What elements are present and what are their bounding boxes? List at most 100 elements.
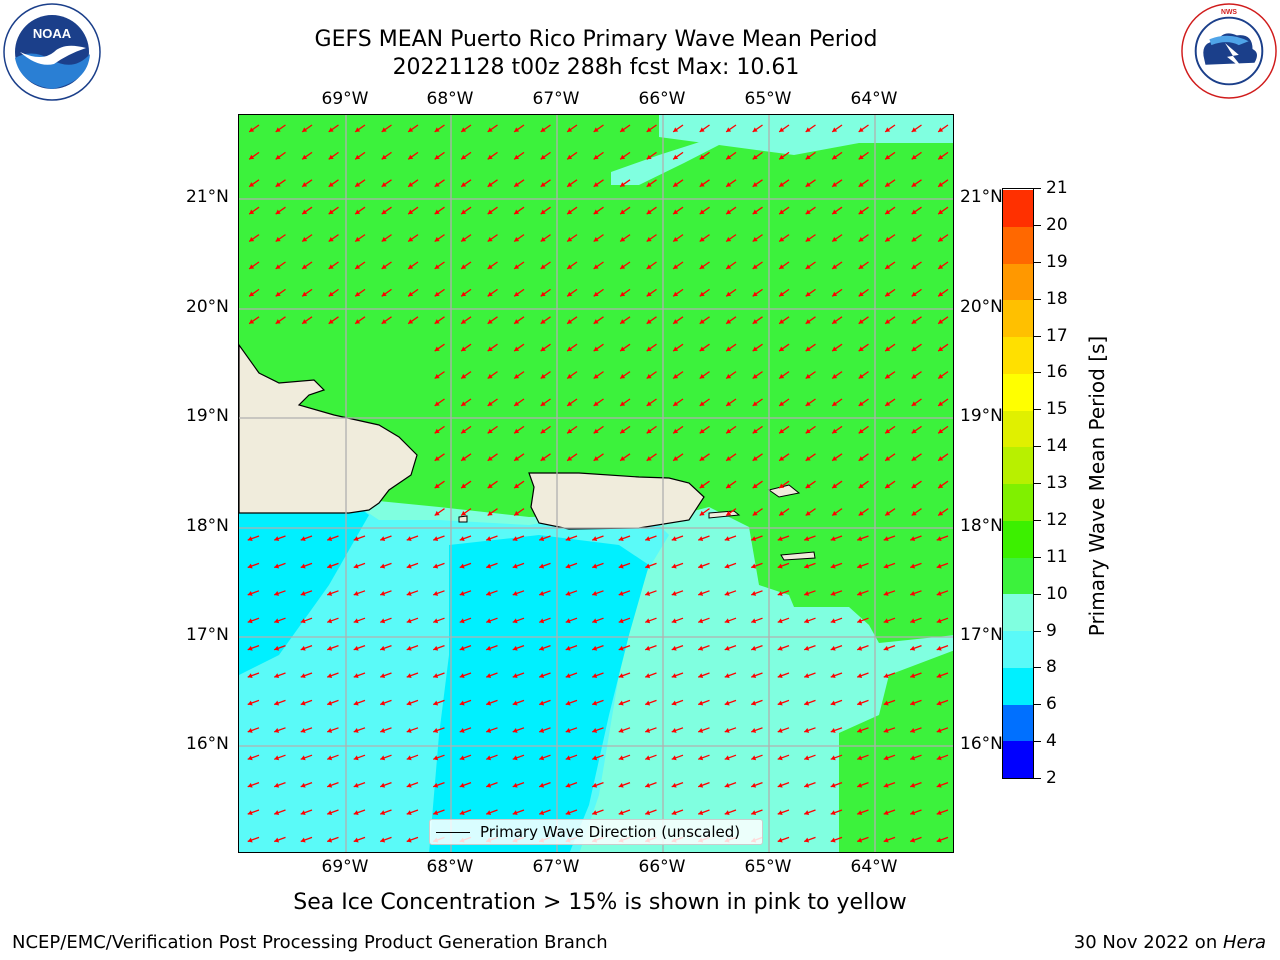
wave-arrow-head bbox=[805, 319, 811, 324]
wave-arrow-head bbox=[936, 728, 942, 733]
wave-arrow-head bbox=[726, 264, 732, 269]
wave-arrow-head bbox=[804, 728, 810, 733]
wave-arrow-head bbox=[832, 456, 838, 461]
wave-arrow-head bbox=[459, 728, 465, 733]
wave-arrow-head bbox=[461, 456, 467, 461]
colorbar-tick bbox=[1034, 224, 1041, 226]
lon-label-top-64w: 64°W bbox=[850, 89, 898, 109]
wave-arrow-head bbox=[381, 319, 387, 324]
wave-arrow-head bbox=[487, 428, 493, 434]
wave-arrow-head bbox=[247, 645, 253, 651]
wave-arrow-head bbox=[459, 645, 465, 651]
wave-arrow-head bbox=[673, 127, 679, 132]
wave-arrow-head bbox=[938, 182, 944, 187]
wave-arrow-head bbox=[885, 209, 891, 215]
wave-arrow-head bbox=[857, 728, 863, 733]
wave-arrow-head bbox=[804, 755, 810, 761]
wave-arrow-head bbox=[883, 700, 889, 706]
wave-arrow-head bbox=[885, 456, 891, 461]
wave-arrow-head bbox=[777, 563, 783, 569]
wave-arrow-head bbox=[434, 401, 440, 406]
wave-arrow-head bbox=[565, 728, 571, 733]
vieques-island bbox=[708, 510, 741, 519]
wave-arrow-head bbox=[328, 236, 334, 242]
wave-arrow-head bbox=[540, 209, 546, 215]
wave-arrow-head bbox=[487, 401, 493, 406]
wave-arrow-head bbox=[911, 319, 917, 324]
colorbar-tick-label: 13 bbox=[1046, 473, 1068, 493]
colorbar-title: Primary Wave Mean Period [s] bbox=[1085, 335, 1109, 637]
wave-arrow-head bbox=[699, 236, 705, 242]
wave-arrow-head bbox=[512, 810, 518, 816]
wave-arrow-head bbox=[910, 563, 916, 569]
wave-arrow-head bbox=[540, 264, 546, 269]
wave-arrow-head bbox=[858, 182, 864, 187]
wave-arrow-head bbox=[514, 154, 520, 160]
wave-arrow-head bbox=[620, 154, 626, 160]
colorbar-segment bbox=[1003, 336, 1033, 374]
wave-arrow-head bbox=[618, 755, 624, 761]
wave-arrow-head bbox=[486, 755, 492, 761]
colorbar-tick-label: 14 bbox=[1046, 436, 1068, 457]
wave-arrow-head bbox=[300, 536, 306, 542]
wave-arrow-head bbox=[804, 700, 810, 706]
wave-arrow-head bbox=[540, 346, 546, 352]
wave-arrow-head bbox=[724, 755, 730, 761]
map-panel[interactable] bbox=[238, 114, 954, 853]
wave-arrow-head bbox=[752, 264, 758, 269]
wave-arrow-head bbox=[830, 618, 836, 624]
wave-arrow-head bbox=[380, 810, 386, 816]
wave-arrow-head bbox=[752, 401, 758, 406]
wave-arrow-head bbox=[673, 209, 679, 215]
wave-arrow-head bbox=[539, 591, 545, 596]
wave-arrow-head bbox=[302, 127, 308, 132]
colorbar-tick-label: 16 bbox=[1046, 362, 1068, 383]
lat-label-right-19n: 19°N bbox=[960, 406, 1003, 426]
wave-arrow-head bbox=[805, 401, 811, 406]
wave-arrow-head bbox=[885, 373, 891, 379]
wave-arrow-head bbox=[593, 291, 599, 297]
colorbar-tick-label: 12 bbox=[1046, 509, 1068, 530]
wave-arrow-head bbox=[646, 264, 652, 269]
wave-arrow-head bbox=[752, 346, 758, 352]
wave-arrow-head bbox=[593, 401, 599, 406]
wave-arrow-head bbox=[779, 209, 785, 215]
wave-period-map bbox=[239, 115, 953, 852]
wave-arrow-head bbox=[459, 700, 465, 706]
wave-arrow-head bbox=[832, 346, 838, 352]
wave-arrow-head bbox=[327, 782, 333, 788]
lat-label-left-21n: 21°N bbox=[186, 187, 229, 207]
footer-credit: NCEP/EMC/Verification Post Processing Pr… bbox=[12, 932, 608, 953]
wave-arrow-head bbox=[514, 456, 520, 461]
wave-arrow-head bbox=[699, 373, 705, 379]
wave-arrow-head bbox=[857, 673, 863, 679]
wave-arrow-head bbox=[646, 346, 652, 352]
wave-arrow-head bbox=[618, 782, 624, 788]
wave-arrow-head bbox=[726, 154, 732, 160]
wave-arrow-head bbox=[910, 618, 916, 624]
wave-arrow-head bbox=[275, 236, 281, 242]
colorbar-tick bbox=[1034, 409, 1041, 411]
wave-arrow-head bbox=[752, 154, 758, 160]
wave-arrow-head bbox=[885, 236, 891, 242]
wave-arrow-head bbox=[885, 401, 891, 406]
wave-arrow-head bbox=[885, 154, 891, 160]
wave-arrow-head bbox=[328, 291, 334, 297]
colorbar-tick bbox=[1034, 556, 1041, 558]
wave-arrow-head bbox=[408, 182, 414, 187]
wave-arrow-head bbox=[857, 591, 863, 596]
wave-arrow-head bbox=[512, 755, 518, 761]
wave-arrow-head bbox=[779, 510, 785, 516]
wave-arrow-head bbox=[779, 236, 785, 242]
wave-arrow-head bbox=[777, 536, 783, 542]
footer-date-text: 30 Nov 2022 on bbox=[1073, 932, 1223, 953]
wave-arrow-head bbox=[300, 563, 306, 569]
wave-arrow-head bbox=[328, 127, 334, 132]
wave-arrow-head bbox=[380, 591, 386, 596]
wave-arrow-head bbox=[752, 236, 758, 242]
wave-arrow-head bbox=[592, 810, 598, 816]
wave-arrow-head bbox=[247, 810, 253, 816]
wave-arrow-head bbox=[274, 618, 280, 624]
wave-arrow-head bbox=[645, 755, 651, 761]
wave-arrow-head bbox=[883, 563, 889, 569]
